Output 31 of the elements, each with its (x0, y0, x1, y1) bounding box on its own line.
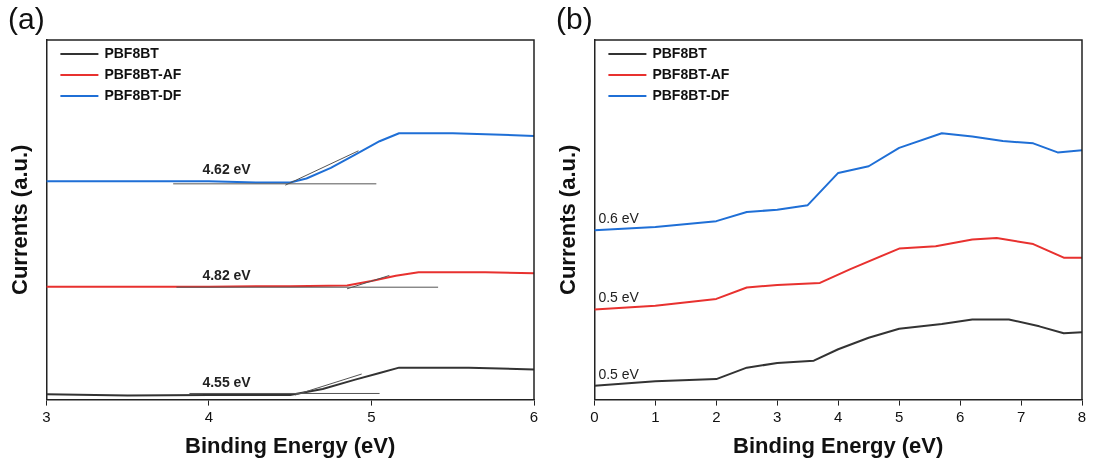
annotation: 0.5 eV (598, 289, 640, 306)
x-tick-label: 4 (834, 407, 843, 425)
legend-label: PBF8BT-AF (652, 65, 730, 82)
annotation: 0.6 eV (598, 210, 640, 227)
annotation: 4.62 eV (202, 161, 252, 178)
chart-title: (a) (8, 2, 45, 36)
legend-label: PBF8BT-DF (104, 86, 182, 103)
y-axis-title: Currents (a.u.) (7, 144, 33, 295)
x-tick-label: 4 (204, 407, 214, 425)
legend-label: PBF8BT-AF (104, 65, 182, 82)
x-tick-label: 6 (529, 407, 539, 425)
x-tick-label: 5 (367, 407, 376, 425)
x-tick-label: 3 (773, 407, 782, 425)
x-tick-label: 3 (42, 407, 51, 425)
x-tick-label: 8 (1077, 407, 1087, 425)
x-tick-label: 7 (1016, 407, 1026, 425)
annotation: 4.82 eV (202, 266, 252, 283)
annotation: 0.5 eV (598, 365, 640, 382)
legend-label: PBF8BT-DF (652, 86, 730, 103)
x-axis-title: Binding Energy (eV) (733, 432, 944, 458)
annotation: 4.55 eV (202, 374, 252, 391)
chart-title: (b) (556, 2, 593, 36)
x-tick-label: 5 (894, 407, 904, 425)
legend-label: PBF8BT (104, 44, 160, 61)
x-tick-label: 0 (590, 407, 599, 425)
legend-label: PBF8BT (652, 44, 708, 61)
x-tick-label: 1 (651, 407, 660, 425)
x-tick-label: 6 (955, 407, 965, 425)
x-axis-title: Binding Energy (eV) (185, 432, 396, 458)
y-axis-title: Currents (a.u.) (555, 144, 581, 295)
x-tick-label: 2 (712, 407, 721, 425)
